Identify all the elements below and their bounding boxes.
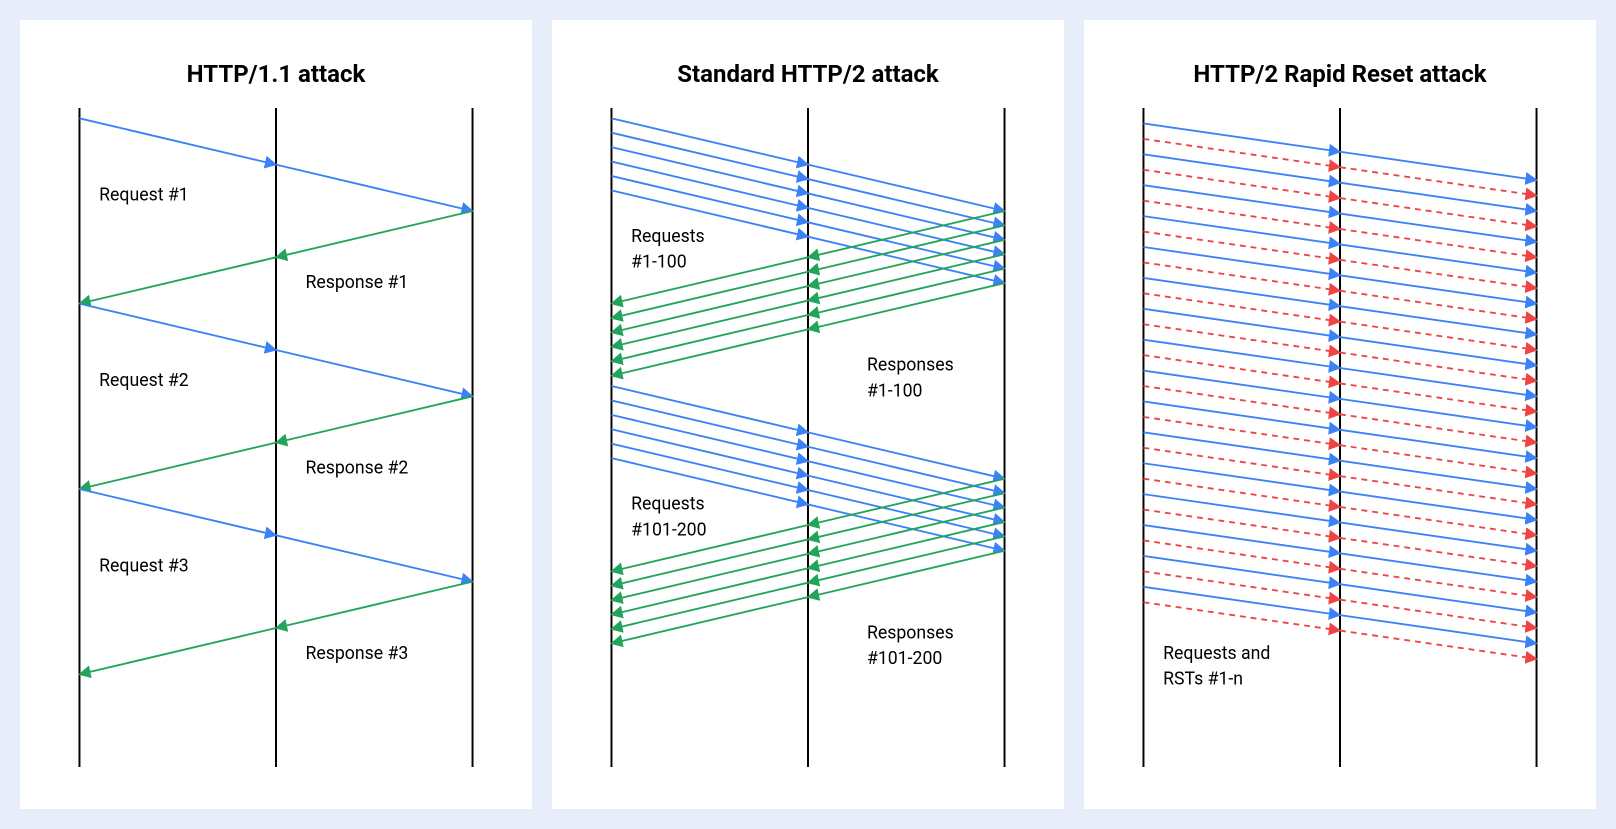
panel-http2rr: HTTP/2 Rapid Reset attack Requests and RS… xyxy=(1084,20,1596,809)
diagram-label: Responses xyxy=(867,354,954,375)
panel-title: Standard HTTP/2 attack xyxy=(582,60,1034,88)
diagram-label: Requests xyxy=(631,225,704,246)
diagram-label: Request #2 xyxy=(99,370,189,391)
panel-http2std: Standard HTTP/2 attack Requests #1-100 Res… xyxy=(552,20,1064,809)
diagram-label: Requests and xyxy=(1163,643,1270,664)
diagram-label: #1-100 xyxy=(631,251,687,272)
diagram-label: Request #3 xyxy=(99,555,189,576)
panel-title: HTTP/1.1 attack xyxy=(50,60,502,88)
panel-row: HTTP/1.1 attack Request #1Response #1Req… xyxy=(0,0,1616,829)
panel-title: HTTP/2 Rapid Reset attack xyxy=(1114,60,1566,88)
diagram-svg: Requests and RSTs #1-n xyxy=(1114,108,1566,767)
diagram-label: RSTs #1-n xyxy=(1163,668,1243,689)
diagram-label: #101-200 xyxy=(631,519,706,540)
diagram-label: Response #1 xyxy=(305,272,408,293)
diagram-http2std: Requests #1-100 Responses #1-100 Requests #10… xyxy=(582,108,1034,767)
diagram-label: #1-100 xyxy=(867,380,923,401)
diagram-svg: Requests #1-100 Responses #1-100 Requests #10… xyxy=(582,108,1034,767)
diagram-label: Request #1 xyxy=(99,184,189,205)
diagram-label: Requests xyxy=(631,493,704,514)
panel-http11: HTTP/1.1 attack Request #1Response #1Req… xyxy=(20,20,532,809)
diagram-label: #101-200 xyxy=(867,648,942,669)
diagram-http2rr: Requests and RSTs #1-n xyxy=(1114,108,1566,767)
diagram-label: Response #3 xyxy=(305,643,408,664)
diagram-label: Response #2 xyxy=(305,457,408,478)
diagram-label: Responses xyxy=(867,622,954,643)
diagram-svg: Request #1 Response #1 Request #2 Response … xyxy=(50,108,502,767)
diagram-http11: Request #1 Response #1 Request #2 Response … xyxy=(50,108,502,767)
